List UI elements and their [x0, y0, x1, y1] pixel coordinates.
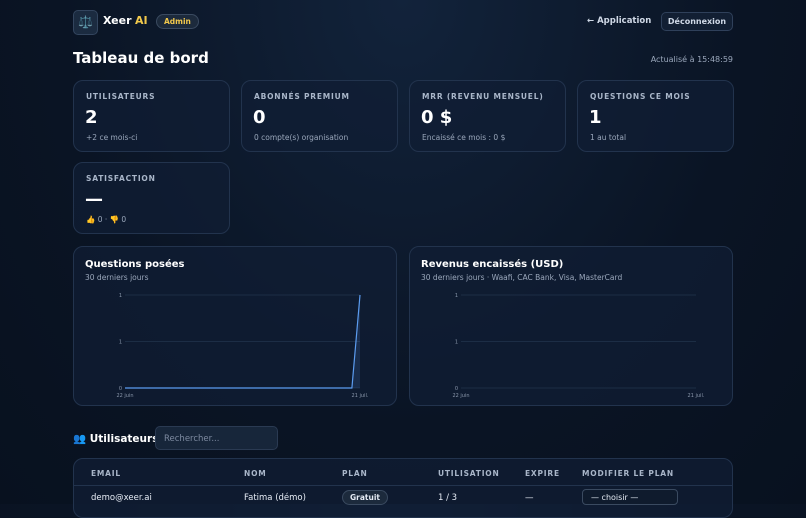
- x-tick-label: 21 juil.: [688, 393, 705, 399]
- table-cell: Fatima (démo): [244, 493, 306, 503]
- stat-label: ABONNÉS PREMIUM: [254, 92, 350, 101]
- stat-value: 1: [589, 107, 602, 128]
- column-header: UTILISATION: [438, 469, 500, 478]
- page-title: Tableau de bord: [73, 49, 209, 67]
- y-tick-label: 0: [119, 386, 122, 392]
- column-header: EXPIRE: [525, 469, 560, 478]
- brand-accent: AI: [135, 14, 148, 27]
- y-tick-label: 1: [119, 340, 122, 346]
- column-header: MODIFIER LE PLAN: [582, 469, 674, 478]
- stat-card: QUESTIONS CE MOIS 1 1 au total: [577, 80, 734, 152]
- column-header: EMAIL: [91, 469, 121, 478]
- x-tick-label: 22 juin: [116, 393, 133, 399]
- table-cell: 1 / 3: [438, 493, 458, 503]
- stat-label: MRR (REVENU MENSUEL): [422, 92, 544, 101]
- stat-sub: +2 ce mois-ci: [86, 133, 138, 142]
- users-table: EMAIL NOM PLAN UTILISATION EXPIRE MODIFIER LE…: [73, 458, 733, 518]
- stat-sub: 👍 0 · 👎 0: [86, 215, 127, 224]
- table-cell: —: [525, 493, 534, 503]
- plan-select[interactable]: — choisir —: [582, 489, 678, 505]
- chart-card: Revenus encaissés (USD) 30 derniers jours…: [409, 246, 733, 406]
- chart-card: Questions posées 30 derniers jours 0 1 1 22 j…: [73, 246, 397, 406]
- stat-card: SATISFACTION — 👍 0 · 👎 0: [73, 162, 230, 234]
- stat-label: QUESTIONS CE MOIS: [590, 92, 691, 101]
- search-input[interactable]: Rechercher...: [155, 426, 278, 450]
- brand: Xeer: [103, 14, 132, 27]
- table-cell: Gratuit: [342, 490, 388, 505]
- admin-badge: Admin: [156, 14, 199, 29]
- x-tick-label: 22 juin: [452, 393, 469, 399]
- stat-card: UTILISATEURS 2 +2 ce mois-ci: [73, 80, 230, 152]
- stat-value: 2: [85, 107, 98, 128]
- logo: ⚖️: [73, 10, 98, 35]
- y-tick-label: 1: [455, 293, 458, 299]
- chart-subtitle: 30 derniers jours: [85, 273, 149, 282]
- stat-value: 0: [253, 107, 266, 128]
- stat-label: UTILISATEURS: [86, 92, 156, 101]
- header-divider: [74, 485, 732, 486]
- chart-title: Questions posées: [85, 259, 185, 270]
- chart-title: Revenus encaissés (USD): [421, 259, 564, 270]
- table-cell: demo@xeer.ai: [91, 493, 152, 503]
- x-tick-label: 21 juil.: [352, 393, 369, 399]
- nav-link[interactable]: ← Application: [587, 16, 652, 26]
- stat-sub: 0 compte(s) organisation: [254, 133, 349, 142]
- stat-card: ABONNÉS PREMIUM 0 0 compte(s) organisation: [241, 80, 398, 152]
- updated-time: Actualisé à 15:48:59: [650, 55, 733, 64]
- column-header: NOM: [244, 469, 267, 478]
- y-tick-label: 1: [119, 293, 122, 299]
- line-series: [125, 294, 361, 389]
- stat-sub: 1 au total: [590, 133, 627, 142]
- stat-sub: Encaissé ce mois : 0 $: [422, 133, 506, 142]
- logout-button[interactable]: Déconnexion: [661, 12, 733, 31]
- stat-card: MRR (REVENU MENSUEL) 0 $ Encaissé ce mois …: [409, 80, 566, 152]
- stat-value: —: [85, 189, 103, 210]
- y-tick-label: 0: [455, 386, 458, 392]
- users-title: 👥 Utilisateurs: [73, 433, 159, 445]
- column-header: PLAN: [342, 469, 368, 478]
- chart-subtitle: 30 derniers jours · Waafi, CAC Bank, Vis…: [421, 273, 623, 282]
- stat-value: 0 $: [421, 107, 453, 128]
- y-tick-label: 1: [455, 340, 458, 346]
- stat-label: SATISFACTION: [86, 174, 156, 183]
